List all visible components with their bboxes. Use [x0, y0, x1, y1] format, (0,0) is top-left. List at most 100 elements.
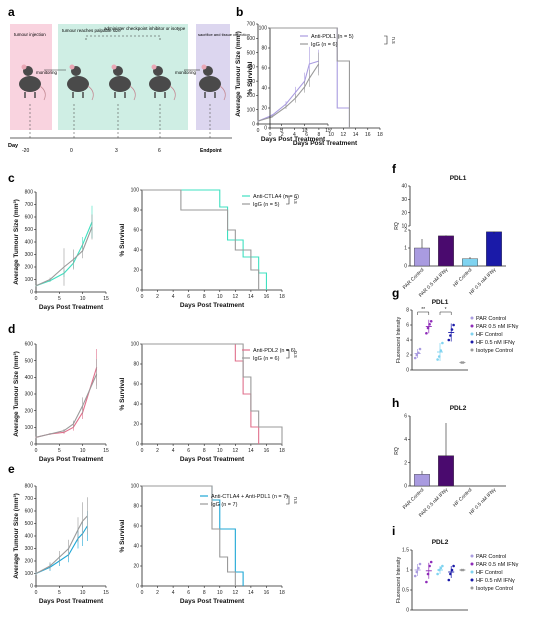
y-tick-label: 4 [404, 437, 407, 443]
series-line [142, 485, 236, 586]
bar [438, 455, 454, 487]
legend-entry: Anti-PDL1 (n = 5) [311, 34, 354, 40]
mouse-icon [19, 64, 46, 101]
x-axis-label: Days Post Treatment [293, 140, 358, 147]
x-tick-label: 12 [233, 294, 239, 300]
y-tick-label: 0 [136, 442, 139, 448]
legend-entry: PAR Control [476, 316, 506, 322]
legend-entry: Anti-CTLA4 (n = 6) [253, 194, 299, 200]
mouse-body [19, 76, 41, 92]
x-tick-label: 10 [80, 296, 86, 302]
x-tick-label: 8 [317, 132, 320, 138]
mouse-ear [69, 64, 75, 70]
legend-marker [470, 348, 474, 352]
y-tick-label: 0 [264, 126, 267, 132]
y-tick-label: 200 [247, 93, 256, 99]
x-axis-label: Days Post Treatment [261, 136, 326, 143]
y-tick-label: 4 [406, 338, 409, 344]
x-axis-label: Days Post Treatment [180, 302, 245, 309]
x-tick-label: 8 [203, 590, 206, 596]
bar [414, 474, 430, 487]
legend-entry: HF 0.5 nM IFNγ [476, 340, 515, 346]
axis-lines [35, 192, 106, 293]
ns-label: n.s [390, 37, 396, 44]
x-axis-label: Days Post Treatment [39, 304, 104, 311]
y-tick-label: 100 [25, 571, 34, 577]
y-tick-label: 80 [133, 208, 139, 214]
data-point [415, 353, 419, 357]
legend-entry: Isotype Control [476, 348, 513, 354]
legend-entry: PAR 0.5 nM IFNγ [476, 324, 519, 330]
y-tick-label: 300 [25, 392, 34, 398]
x-axis-label: Days Post Treatment [39, 456, 104, 463]
y-tick-label: 2 [406, 353, 409, 359]
y-tick-label: 30 [401, 197, 407, 203]
ns-bracket [286, 349, 290, 359]
y-tick-label: 20 [261, 106, 267, 112]
x-tick-label: 14 [353, 132, 359, 138]
x-tick-label: 12 [233, 590, 239, 596]
mouse-tail [129, 85, 136, 101]
timeline-day-6: 6 [158, 148, 161, 154]
series-line [142, 189, 267, 290]
y-axis-label: % Survival [247, 61, 254, 94]
mouse-ear [21, 64, 27, 70]
data-point [441, 341, 444, 345]
series-line [35, 226, 93, 287]
y-tick-label: 60 [133, 524, 139, 530]
y-tick-label: 60 [133, 382, 139, 388]
x-tick-label: 0 [141, 590, 144, 596]
legend-entry: IgG (n = 6) [253, 356, 280, 362]
x-tick-label: 16 [264, 294, 270, 300]
series-line [257, 60, 319, 122]
y-tick-label: 500 [247, 50, 256, 56]
schematic: tumour injection tumour reaches palpable… [8, 24, 250, 154]
chart-d-growth: 0 100 200 300 400 500 600 0 5 10 15 Days Post Treat… [13, 342, 109, 463]
x-tick-label: 18 [377, 132, 383, 138]
panel-letter-i: i [392, 524, 395, 538]
x-tick-label: 6 [187, 448, 190, 454]
x-tick-label: 18 [279, 590, 285, 596]
y-tick-label: 0.5 [402, 588, 409, 594]
y-tick-label: 500 [25, 358, 34, 364]
x-tick-label: 8 [203, 448, 206, 454]
y-tick-label: 1 [404, 246, 407, 252]
y-axis-label: Average Tumour Size (mm³) [13, 351, 20, 437]
y-tick-label: 400 [25, 240, 34, 246]
ns-bracket [384, 35, 388, 45]
series-line [35, 525, 88, 575]
chart-e-growth: 0 100 200 300 400 500 600 700 800 0 5 10 15 Days Post… [13, 484, 109, 605]
timeline-day-0: 0 [70, 148, 73, 154]
y-axis-label: % Survival [119, 223, 126, 256]
legend-entry: Anti-CTLA4 + Anti-PDL1 (n = 7) [211, 494, 288, 500]
data-point [426, 572, 430, 576]
data-point [461, 568, 465, 572]
x-tick-label: 6 [305, 132, 308, 138]
x-axis-label: Days Post Treatment [39, 598, 104, 605]
y-tick-label: 600 [247, 36, 256, 42]
x-tick-label: 18 [279, 448, 285, 454]
data-point [449, 334, 452, 337]
y-axis-label: % Survival [119, 519, 126, 552]
x-tick-label: 10 [302, 128, 308, 134]
mouse-body [67, 76, 89, 92]
data-point [415, 570, 419, 574]
y-tick-label: 500 [25, 521, 34, 527]
x-tick-label: 10 [328, 132, 334, 138]
panel-letter-h: h [392, 396, 399, 410]
legend-entry: HF Control [476, 570, 503, 576]
y-tick-label: 0 [30, 290, 33, 296]
y-tick-label: 40 [133, 544, 139, 550]
x-tick-label: 4 [293, 132, 296, 138]
significance-label: ** [421, 307, 425, 313]
y-tick-label: 100 [131, 484, 140, 490]
mouse-body [149, 76, 171, 92]
mouse-tail [39, 85, 46, 101]
x-tick-label: 15 [103, 590, 109, 596]
legend-entry: Anti-PDL2 (n = 6) [253, 348, 296, 354]
x-tick-label: 18 [279, 294, 285, 300]
chart-c-growth: 0 100 200 300 400 500 600 700 800 0 5 10 15 Days Post… [13, 190, 109, 311]
y-tick-label: 80 [133, 362, 139, 368]
legend-entry: Isotype Control [476, 586, 513, 592]
